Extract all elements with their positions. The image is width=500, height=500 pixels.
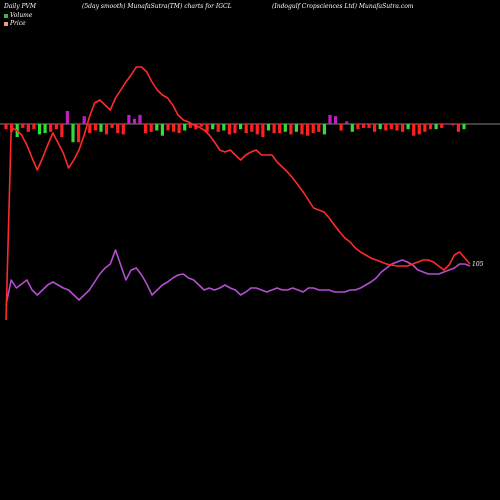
pvm-bar [311,124,315,134]
header-right: (Indogulf Cropsciences Ltd) MunafaSutra.… [272,3,414,10]
legend-volume-label: Volume [10,12,33,19]
pvm-bar [166,124,170,131]
pvm-bar [401,124,405,132]
pvm-bar [21,124,25,128]
pvm-bar [82,116,86,124]
pvm-bar [417,124,421,135]
pvm-bar [423,124,427,132]
pvm-bar [99,124,103,132]
pvm-bar [239,124,243,130]
pvm-bar [306,124,310,136]
pvm-bar [127,114,131,124]
pvm-bar [188,124,192,128]
pvm-bar [451,124,455,126]
pvm-bar [54,124,58,130]
pvm-bar [389,124,393,130]
header-middle: (5day smooth) MunafaSutra(TM) charts for… [82,3,232,10]
volume-series-line [5,249,471,306]
pvm-bar [88,124,92,134]
pvm-bar [71,124,75,143]
pvm-bar [110,124,114,128]
pvm-bar [462,124,466,130]
pvm-bar [26,124,30,132]
pvm-bar [384,124,388,131]
pvm-bar [199,124,204,127]
pvm-bar [283,124,287,132]
pvm-bar [445,124,449,125]
pvm-bar [412,124,416,136]
pvm-bar [138,114,142,124]
pvm-bar [183,124,187,131]
pvm-bar [395,124,399,131]
pvm-bar [132,118,137,124]
pvm-bar [333,116,338,124]
pvm-bar [456,124,460,132]
pvm-bar [155,124,159,131]
legend-price-swatch [4,21,8,26]
pvm-bar [121,124,125,135]
pvm-bar [250,124,254,132]
price-last-label: 105 [472,261,484,268]
pvm-bar [378,124,382,130]
pvm-bar [255,124,259,135]
pvm-bar [328,114,332,124]
pvm-bar [227,124,231,135]
pvm-bar [222,124,226,131]
pvm-bar [322,124,326,135]
pvm-bar [339,124,343,131]
pvm-bar [93,124,97,131]
pvm-bar [144,124,148,134]
pvm-bar [361,124,366,128]
pvm-bar [211,124,215,130]
pvm-bar [266,124,271,131]
pvm-bar [77,124,81,143]
pvm-bar [244,124,248,134]
pvm-bar [440,124,444,128]
pvm-bar [350,124,354,132]
pvm-bar [216,124,220,132]
pvm-bar [172,124,176,132]
pvm-bar [289,124,293,135]
pvm-bar [116,124,120,134]
pvm-bar [149,124,153,132]
pvm-bar [428,124,433,130]
pvm-bar [367,124,371,128]
legend-volume: Volume [4,12,32,19]
pvm-bar [177,124,181,134]
pvm-bar [294,124,298,132]
pvm-bar [406,124,410,130]
pvm-bar [49,124,53,132]
pvm-bar [317,124,321,132]
pvm-bar [272,124,276,134]
header-left: Daily PVM [4,3,37,10]
pvm-bar [37,124,42,135]
price-series-line [5,66,471,321]
pvm-bar [160,124,164,136]
pvm-bar [261,124,265,137]
pvm-bar [373,124,377,132]
pvm-bar [300,124,304,135]
legend-volume-swatch [4,13,8,18]
pvm-bar [4,124,8,130]
pvm-bar [278,124,282,134]
pvm-bar [345,121,349,124]
pvm-bar [32,124,36,130]
pvm-bar [233,124,237,134]
legend-price-label: Price [10,20,26,27]
legend-price: Price [4,20,26,27]
pvm-bar [356,124,360,130]
pvm-bar [65,111,69,124]
pvm-bar [205,124,209,132]
pvm-bar [104,124,109,135]
pvm-bar [434,124,438,130]
pvm-bar [43,124,47,134]
pvm-bar [60,124,64,137]
